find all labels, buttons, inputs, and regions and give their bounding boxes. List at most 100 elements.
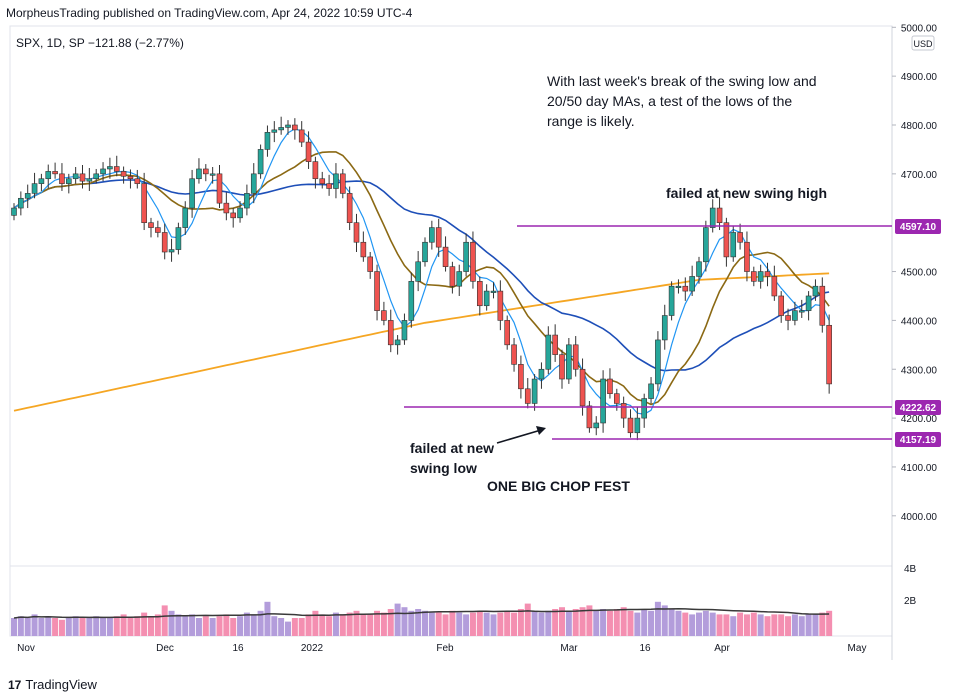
volume-bar xyxy=(230,618,237,636)
volume-bar xyxy=(291,618,298,636)
candle-body xyxy=(353,222,360,243)
volume-bar xyxy=(469,612,476,636)
candle-body xyxy=(422,241,428,263)
volume-bar xyxy=(120,614,127,636)
candle-body xyxy=(292,124,298,131)
price-axis: 5000.00 4900.00 4800.00 4700.00 4500.00 4400.… xyxy=(892,23,937,523)
candle-body xyxy=(456,271,463,287)
level-badge-4157 xyxy=(895,432,941,447)
candle-body xyxy=(524,388,531,404)
candle-body xyxy=(387,320,394,346)
volume-bar xyxy=(593,610,600,636)
candle-body xyxy=(196,168,202,180)
candle-body xyxy=(483,290,490,307)
volume-bar xyxy=(305,614,312,636)
annotation-line-1: With last week's break of the swing low … xyxy=(547,73,817,89)
volume-bar xyxy=(216,616,223,636)
candle-body xyxy=(552,334,558,355)
volume-bar xyxy=(600,609,607,636)
sma-line xyxy=(13,179,830,372)
candle-body xyxy=(86,178,93,182)
time-tick-label: Dec xyxy=(156,643,174,654)
candle-body xyxy=(607,378,613,394)
candle-body xyxy=(168,249,175,253)
volume-bar xyxy=(312,610,319,636)
volume-bar xyxy=(579,607,586,636)
volume-bar xyxy=(668,609,675,636)
candle-body xyxy=(703,227,709,263)
candle-body xyxy=(579,368,586,407)
volume-bar xyxy=(524,603,531,636)
volume-bar xyxy=(367,614,374,636)
volume-bar xyxy=(586,605,593,636)
volume-bar xyxy=(538,612,545,636)
volume-average-line xyxy=(13,608,830,619)
volume-bar xyxy=(449,610,456,636)
candle-body xyxy=(559,354,565,380)
price-tick-label: 4000.00 xyxy=(901,512,938,523)
ma20-line xyxy=(13,128,830,415)
volume-bar xyxy=(559,607,565,636)
volume-bar xyxy=(689,614,696,636)
volume-bar xyxy=(805,614,812,636)
price-tick-label: 4200.00 xyxy=(901,414,938,425)
volume-bar xyxy=(65,618,72,636)
candle-body xyxy=(203,168,209,175)
candle-body xyxy=(463,241,469,272)
candle-body xyxy=(127,175,134,180)
volume-bar xyxy=(93,616,100,636)
volume-bar xyxy=(346,612,353,636)
candle-body xyxy=(661,315,668,341)
candle-body xyxy=(298,129,305,143)
candle-body xyxy=(415,261,421,282)
volume-bar xyxy=(134,616,141,636)
currency-badge: USD xyxy=(913,39,933,49)
price-tick-label: 4800.00 xyxy=(901,121,938,132)
volume-bar xyxy=(483,612,490,636)
volume-bar xyxy=(353,610,360,636)
candle-body xyxy=(360,241,367,258)
candle-body xyxy=(442,246,449,267)
volume-bar xyxy=(243,612,250,636)
volume-bar xyxy=(360,614,367,636)
annotation-failed-high: failed at new swing high xyxy=(666,185,827,201)
candle-body xyxy=(675,285,682,289)
volume-bar xyxy=(716,614,723,636)
volume-bar xyxy=(387,609,394,636)
currency-badge-box xyxy=(911,35,935,51)
candle-body xyxy=(518,364,524,390)
candle-body xyxy=(826,324,832,385)
candle-body xyxy=(31,183,38,194)
volume-bar xyxy=(476,610,483,636)
candle-body xyxy=(189,178,195,209)
volume-tick-label: 4B xyxy=(904,564,917,575)
symbol-line: SPX, 1D, SP −121.88 (−2.77%) xyxy=(16,36,184,50)
candle-body xyxy=(107,166,113,170)
volume-bar xyxy=(798,616,805,636)
price-tick-label: 4500.00 xyxy=(901,268,938,279)
candle-body xyxy=(470,241,476,282)
candle-body xyxy=(641,398,648,419)
candle-body xyxy=(155,227,161,233)
volume-bar xyxy=(661,605,668,636)
volume-bar xyxy=(161,605,168,636)
volume-bar xyxy=(223,614,230,636)
candle-body xyxy=(100,168,106,175)
volume-bar xyxy=(696,612,702,636)
tradingview-logo-icon: 17 xyxy=(8,677,22,692)
candle-body xyxy=(785,315,791,321)
candle-body xyxy=(52,171,58,175)
annotation-chop-fest: ONE BIG CHOP FEST xyxy=(487,478,630,494)
candle-body xyxy=(497,290,504,321)
volume-bar xyxy=(415,609,422,636)
candle-body xyxy=(401,320,408,341)
volume-bar xyxy=(531,610,538,636)
volume-bar xyxy=(463,614,470,636)
candle-body xyxy=(648,383,654,399)
candle-body xyxy=(490,290,497,293)
candle-body xyxy=(93,173,99,180)
candle-body xyxy=(312,161,319,180)
candle-body xyxy=(319,178,326,184)
candle-body xyxy=(271,129,278,133)
